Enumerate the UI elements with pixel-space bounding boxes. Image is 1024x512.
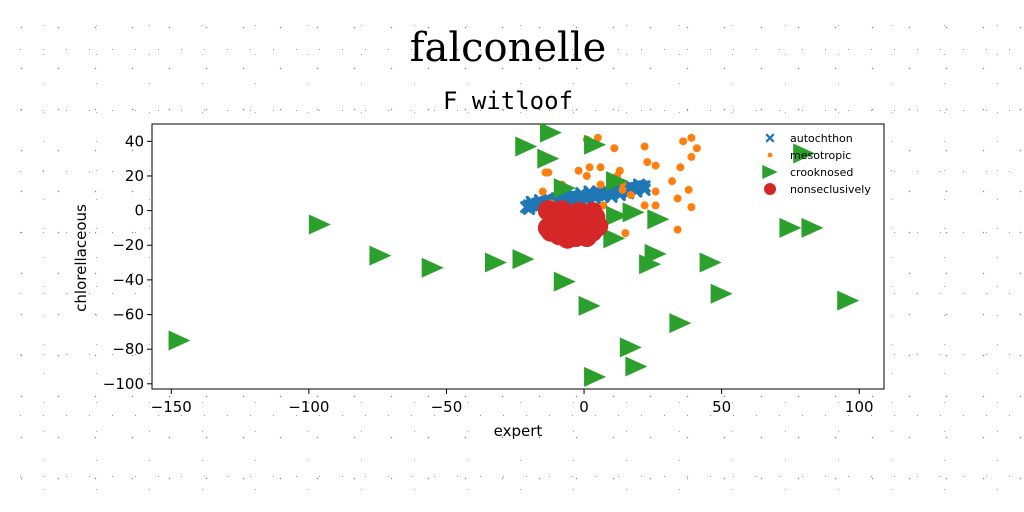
crooknosed-point — [308, 214, 331, 235]
y-tick-label: −100 — [103, 375, 144, 393]
crooknosed-point — [369, 245, 392, 266]
crooknosed-point — [793, 143, 816, 164]
crooknosed-point — [669, 313, 692, 334]
crooknosed-point — [603, 228, 626, 249]
crooknosed-point — [421, 257, 444, 278]
mesotropic-point — [643, 158, 652, 167]
mesotropic-point — [673, 194, 682, 203]
legend-marker-mesotropic — [767, 152, 773, 158]
crooknosed-point — [619, 337, 642, 358]
crooknosed-point — [606, 205, 629, 226]
crooknosed-point — [553, 271, 576, 292]
mesotropic-point — [596, 180, 605, 189]
legend-label-mesotropic: mesotropic — [790, 149, 851, 162]
x-tick-label: −150 — [151, 398, 192, 416]
y-tick-label: −80 — [112, 340, 144, 358]
crooknosed-point — [801, 217, 824, 238]
crooknosed-point — [644, 243, 667, 264]
mesotropic-point — [651, 187, 660, 196]
crooknosed-point — [606, 171, 629, 192]
mesotropic-point — [687, 203, 696, 212]
crooknosed-point — [779, 217, 802, 238]
legend-label-autochthon: autochthon — [790, 132, 853, 145]
crooknosed-point — [584, 134, 607, 155]
chart-subtitle: F witloof — [443, 87, 573, 115]
mesotropic-point — [593, 133, 602, 142]
crooknosed-point — [584, 366, 607, 387]
crooknosed-point — [710, 283, 733, 304]
mesotropic-point — [574, 166, 583, 175]
mesotropic-point — [687, 152, 696, 161]
legend-marker-autochthon — [765, 133, 775, 143]
mesotropic-point — [679, 137, 688, 146]
mesotropic-point — [621, 229, 630, 238]
crooknosed-point — [515, 136, 538, 157]
legend-marker-crooknosed — [762, 165, 778, 179]
crooknosed-point — [484, 252, 507, 273]
mesotropic-point — [640, 142, 649, 151]
mesotropic-point — [585, 163, 594, 172]
mesotropic-point — [541, 168, 550, 177]
legend-label-crooknosed: crooknosed — [790, 166, 853, 179]
crooknosed-point — [837, 290, 860, 311]
crooknosed-point — [699, 252, 722, 273]
crooknosed-point — [540, 122, 563, 143]
mesotropic-point — [626, 191, 635, 200]
y-tick-label: 0 — [134, 202, 144, 220]
y-tick-label: 20 — [125, 167, 144, 185]
crooknosed-point — [622, 202, 645, 223]
plot-area: −150 −100 −50 0 50 100 −100 −80 −60 −40 −20 0 20 40 — [103, 122, 885, 416]
mesotropic-point — [651, 161, 660, 170]
crooknosed-point — [168, 330, 191, 351]
y-axis-label: chlorellaceous — [72, 204, 90, 312]
mesotropic-point — [668, 177, 677, 186]
nonseclusively-point — [581, 201, 603, 223]
x-axis-label: expert — [494, 422, 543, 440]
mesotropic-point — [684, 185, 693, 194]
legend-label-nonseclusively: nonseclusively — [790, 183, 871, 196]
crooknosed-point — [647, 209, 670, 230]
y-tick-label: −40 — [112, 271, 144, 289]
x-tick-label: 50 — [712, 398, 731, 416]
mesotropic-point — [673, 225, 682, 234]
mesotropic-point — [687, 133, 696, 142]
mesotropic-point — [596, 163, 605, 172]
mesotropic-point — [618, 185, 627, 194]
autochthon-point — [632, 178, 646, 191]
crooknosed-point — [553, 178, 576, 199]
nonseclusively-point — [548, 205, 570, 227]
x-tick-label: −50 — [431, 398, 463, 416]
mesotropic-point — [582, 171, 591, 180]
x-tick-label: 0 — [579, 398, 589, 416]
mesotropic-point — [692, 144, 701, 153]
y-tick-label: −60 — [112, 306, 144, 324]
legend-marker-nonseclusively — [764, 183, 776, 195]
crooknosed-point — [639, 254, 662, 275]
y-tick-label: −20 — [112, 236, 144, 254]
crooknosed-point — [537, 148, 560, 169]
mesotropic-point — [640, 201, 649, 210]
y-tick-label: 40 — [125, 132, 144, 150]
crooknosed-point — [625, 356, 648, 377]
mesotropic-point — [676, 163, 685, 172]
crooknosed-point — [578, 295, 601, 316]
x-tick-label: −100 — [288, 398, 329, 416]
chart-title: falconelle — [410, 25, 607, 71]
mesotropic-point — [651, 201, 660, 210]
nonseclusively-point — [576, 226, 598, 247]
crooknosed-point — [512, 249, 535, 270]
x-tick-label: 100 — [845, 398, 874, 416]
mesotropic-point — [538, 187, 547, 196]
mesotropic-point — [610, 144, 619, 153]
legend: autochthon mesotropic crooknosed nonseclusi… — [762, 132, 871, 196]
